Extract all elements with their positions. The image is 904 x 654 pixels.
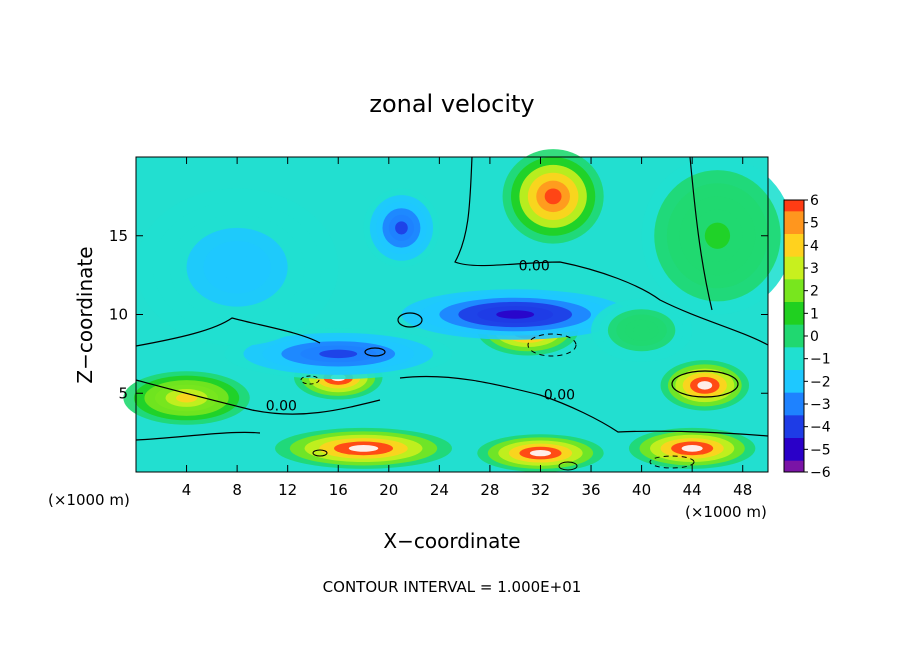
colorbar-tick-label: 0 (810, 329, 819, 345)
contour-label: 0.00 (519, 258, 550, 274)
contour-line (558, 461, 578, 471)
contour-labels: 0.00 0.00 0.00 (266, 258, 575, 414)
field-region (176, 393, 198, 403)
colorbar-tick-label: 2 (810, 284, 819, 300)
colorbar-tick-label: −5 (810, 442, 831, 458)
colorbar-labels: 6 5 4 3 2 1 0 −1 −2 −3 −4 −5 −6 (804, 193, 831, 481)
colorbar-tick-label: 6 (810, 193, 819, 209)
field-region (348, 444, 379, 452)
plot-area: 0.000.000.00 4 8 12 16 20 24 28 32 36 40 44 48 5101… (109, 149, 794, 499)
y-tick-label: 15 (109, 227, 128, 245)
contour-line (300, 375, 320, 385)
field-region (319, 349, 358, 359)
field-region (395, 221, 408, 235)
x-tick-label: 24 (430, 481, 449, 499)
x-tick-label: 16 (329, 481, 348, 499)
colorbar-tick-label: 3 (810, 261, 819, 277)
x-tick-label: 8 (232, 481, 242, 499)
field-region (544, 188, 562, 205)
colorbar-cell (784, 211, 804, 224)
contour-line (364, 347, 386, 357)
colorbar-tick-label: −3 (810, 397, 831, 413)
colorbar-cell (784, 347, 804, 360)
contour-line (312, 449, 328, 457)
y-tick-label: 10 (109, 306, 128, 324)
field-region (496, 310, 535, 319)
contour-line (454, 156, 769, 346)
colorbar: 6 5 4 3 2 1 0 −1 −2 −3 −4 −5 −6 (783, 193, 831, 481)
contour-label: 0.00 (266, 399, 297, 415)
x-tick-label: 12 (278, 481, 297, 499)
field-region (220, 254, 254, 281)
colorbar-tick-label: −6 (810, 465, 831, 481)
y-axis-label: Z−coordinate (73, 246, 97, 383)
x-tick-label: 40 (632, 481, 651, 499)
x-tick-label: 20 (379, 481, 398, 499)
colorbar-cell (784, 245, 804, 258)
x-unit-label-left: (×1000 m) (48, 491, 130, 509)
colorbar-cell (784, 256, 804, 269)
colorbar-cell (784, 358, 804, 371)
y-tick-label: 5 (118, 384, 128, 402)
contour-lines (135, 156, 769, 471)
colorbar-cell (784, 279, 804, 292)
contour-line (135, 431, 261, 441)
contour-line (527, 333, 577, 357)
colorbar-cells (784, 200, 804, 473)
x-tick-label: 36 (581, 481, 600, 499)
x-tick-label: 28 (480, 481, 499, 499)
colorbar-cell (784, 381, 804, 394)
x-tick-label: 4 (182, 481, 192, 499)
contour-line (689, 156, 713, 311)
contour-line (397, 312, 423, 328)
field-region (633, 325, 651, 336)
x-axis-ticks: 4 8 12 16 20 24 28 32 36 40 44 48 (182, 157, 752, 499)
x-tick-label: 44 (683, 481, 702, 499)
colorbar-tick-label: 1 (810, 306, 819, 322)
colorbar-cell (784, 200, 804, 212)
colorbar-cell (784, 324, 804, 337)
field-region (704, 222, 731, 249)
colorbar-cell (784, 268, 804, 280)
colorbar-cell (784, 336, 804, 348)
contour-line (649, 455, 695, 469)
colorbar-cell (784, 438, 804, 450)
field-region (529, 449, 552, 457)
contour-line (135, 317, 321, 347)
colorbar-cell (784, 449, 804, 462)
contour-interval-footer: CONTOUR INTERVAL = 1.000E+01 (323, 578, 582, 596)
field-features (123, 149, 794, 472)
colorbar-cell (784, 302, 804, 314)
contour-line (671, 370, 739, 398)
contour-line (399, 375, 769, 437)
colorbar-cell (784, 426, 804, 439)
colorbar-tick-label: −4 (810, 420, 831, 436)
colorbar-cell (784, 415, 804, 428)
y-axis-ticks: 5 10 15 (109, 227, 768, 402)
colorbar-tick-label: −1 (810, 352, 831, 368)
colorbar-cell (784, 392, 804, 405)
contour-label: 0.00 (544, 388, 575, 404)
field-region (681, 444, 703, 452)
x-unit-label-right: (×1000 m) (685, 503, 767, 521)
field-region (697, 381, 713, 390)
chart-title: zonal velocity (369, 90, 534, 118)
colorbar-cell (784, 404, 804, 416)
colorbar-cell (784, 370, 804, 382)
colorbar-cell (784, 234, 804, 246)
x-tick-label: 32 (531, 481, 550, 499)
colorbar-tick-label: −2 (810, 374, 831, 390)
colorbar-tick-label: 5 (810, 216, 819, 232)
x-tick-label: 48 (733, 481, 752, 499)
x-axis-label: X−coordinate (383, 529, 520, 553)
contour-line (135, 379, 381, 415)
colorbar-cell (784, 290, 804, 303)
colorbar-tick-label: 4 (810, 238, 819, 254)
colorbar-cell (784, 222, 804, 235)
colorbar-cell (784, 313, 804, 326)
colorbar-cell (784, 460, 804, 473)
